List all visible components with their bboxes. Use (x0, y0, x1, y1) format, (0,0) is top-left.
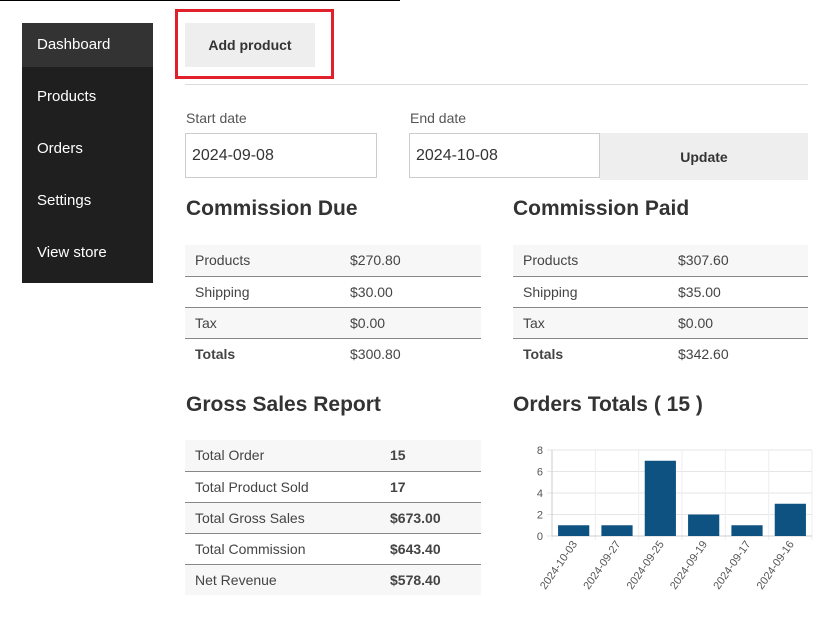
header-divider (185, 84, 808, 85)
chart-bar (601, 525, 633, 536)
row-value: $30.00 (340, 276, 481, 308)
table-row: Totals $342.60 (513, 338, 808, 369)
chart-bar (774, 503, 806, 536)
start-date-label: Start date (186, 110, 247, 126)
update-button[interactable]: Update (600, 133, 808, 180)
x-tick-label: 2024-10-03 (538, 539, 580, 592)
x-tick-label: 2024-09-25 (625, 539, 667, 592)
x-tick-label: 2024-09-17 (711, 539, 753, 592)
row-label: Total Gross Sales (185, 502, 380, 534)
row-label: Total Commission (185, 533, 380, 565)
chart-bar (558, 525, 590, 536)
end-date-input[interactable] (409, 133, 600, 178)
row-label: Tax (513, 307, 668, 339)
row-label: Totals (195, 345, 236, 362)
sidebar-item-settings[interactable]: Settings (37, 192, 92, 209)
row-value: $0.00 (340, 307, 481, 339)
y-tick-label: 8 (537, 445, 543, 457)
table-row: Products $270.80 (185, 245, 481, 277)
start-date-input[interactable] (185, 133, 377, 178)
commission-due-table: Products $270.80 Shipping $30.00 Tax $0.… (185, 245, 481, 369)
row-value: $35.00 (668, 276, 808, 308)
table-row: Shipping $35.00 (513, 276, 808, 308)
commission-due-title: Commission Due (186, 197, 358, 220)
add-product-button[interactable]: Add product (185, 23, 315, 67)
end-date-label: End date (410, 110, 467, 126)
row-label: Total Order (185, 440, 380, 472)
x-tick-label: 2024-09-19 (668, 539, 710, 592)
x-tick-label: 2024-09-16 (755, 539, 797, 592)
commission-paid-title: Commission Paid (513, 197, 690, 220)
gross-sales-table: Total Order 15 Total Product Sold 17 Tot… (185, 440, 481, 595)
table-row: Total Order 15 (185, 440, 481, 472)
table-row: Products $307.60 (513, 245, 808, 277)
table-row: Totals $300.80 (185, 338, 481, 369)
row-value: $673.00 (380, 502, 481, 534)
sidebar-item-view-store[interactable]: View store (37, 244, 107, 261)
table-row: Net Revenue $578.40 (185, 564, 481, 595)
row-value: $307.60 (668, 245, 808, 277)
table-row: Tax $0.00 (185, 307, 481, 339)
row-value: $0.00 (668, 307, 808, 339)
orders-totals-title: Orders Totals ( 15 ) (513, 393, 703, 416)
y-tick-label: 4 (537, 488, 543, 500)
row-value: $270.80 (340, 245, 481, 277)
row-label: Products (185, 245, 340, 277)
row-label: Products (513, 245, 668, 277)
y-tick-label: 0 (537, 531, 543, 543)
row-label: Shipping (513, 276, 668, 308)
y-tick-label: 6 (537, 467, 543, 479)
commission-paid-table: Products $307.60 Shipping $35.00 Tax $0.… (513, 245, 808, 369)
y-tick-label: 2 (537, 510, 543, 522)
chart-bar (731, 525, 763, 536)
chart-bar (688, 514, 720, 536)
row-value: $578.40 (380, 564, 481, 595)
chart-bar (644, 460, 676, 536)
table-row: Total Product Sold 17 (185, 471, 481, 503)
row-value: $300.80 (350, 345, 401, 362)
table-row: Total Gross Sales $673.00 (185, 502, 481, 534)
highlight-annotation-box (175, 9, 334, 79)
row-value: 15 (380, 440, 481, 472)
x-tick-label: 2024-09-27 (581, 539, 623, 592)
top-border-line (0, 0, 400, 1)
row-label: Total Product Sold (185, 471, 380, 503)
row-label: Shipping (185, 276, 340, 308)
sidebar-item-products[interactable]: Products (37, 88, 97, 105)
table-row: Total Commission $643.40 (185, 533, 481, 565)
row-value: 17 (380, 471, 481, 503)
table-row: Tax $0.00 (513, 307, 808, 339)
sidebar: Dashboard Products Orders Settings View … (22, 23, 153, 283)
sidebar-item-dashboard[interactable]: Dashboard (22, 23, 153, 67)
row-label: Net Revenue (185, 564, 380, 595)
row-value: $342.60 (678, 345, 729, 362)
row-label: Tax (185, 307, 340, 339)
table-row: Shipping $30.00 (185, 276, 481, 308)
sidebar-item-orders[interactable]: Orders (37, 140, 83, 157)
row-label: Totals (523, 345, 564, 362)
gross-sales-title: Gross Sales Report (186, 393, 381, 416)
row-value: $643.40 (380, 533, 481, 565)
